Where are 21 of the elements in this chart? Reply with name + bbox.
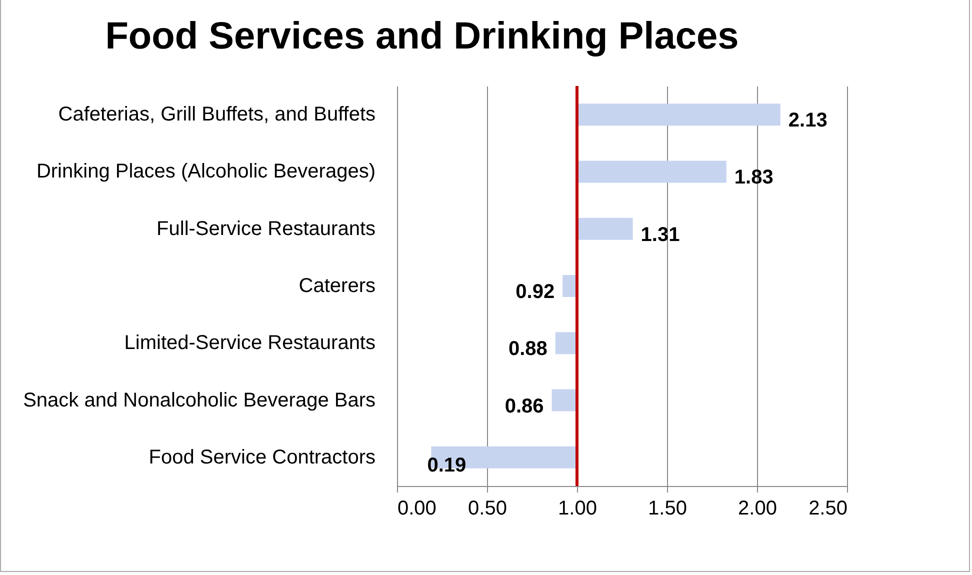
y-tick-label: Full-Service Restaurants [156,218,376,240]
data-label: 0.19 [427,454,466,476]
x-tick-label: 1.50 [648,498,687,520]
data-label: 0.88 [508,338,548,360]
data-label: 1.31 [640,224,680,246]
data-label: 0.92 [516,281,555,303]
chart-title: Food Services and Drinking Places [105,16,739,58]
y-tick-label: Snack and Nonalcoholic Beverage Bars [23,389,376,412]
x-tick-label: 0.50 [468,498,507,520]
x-tick-label: 0.00 [398,498,436,520]
y-tick-label: Food Service Contractors [148,446,376,468]
data-label: 1.83 [734,166,774,189]
x-tick-label: 1.00 [558,498,597,520]
x-tick-label: 2.50 [808,498,848,520]
data-label: 0.86 [504,395,544,418]
y-tick-label: Drinking Places (Alcoholic Beverages) [36,160,376,183]
x-tick-label: 2.00 [738,498,777,520]
y-tick-label: Cafeterias, Grill Buffets, and Buffets [58,104,376,126]
y-tick-label: Limited-Service Restaurants [124,332,376,354]
data-label: 2.13 [788,110,828,132]
y-tick-label: Caterers [298,275,376,297]
